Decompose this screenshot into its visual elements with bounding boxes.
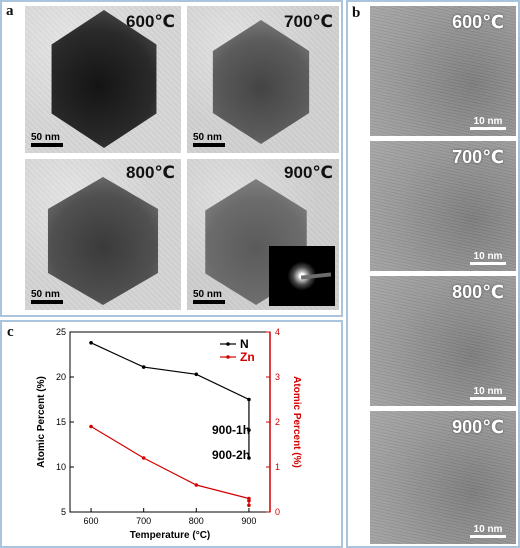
hrtem-temp-800: 800℃ <box>452 282 504 302</box>
scale-bar-800: 50 nm <box>31 288 63 304</box>
hrtem-scale-line-700 <box>470 262 506 265</box>
hrtem-scale-line-900 <box>470 535 506 538</box>
tem-image-800: 800℃ 50 nm <box>25 159 181 310</box>
temp-label-700: 700℃ <box>284 12 333 31</box>
scale-bar-600: 50 nm <box>31 131 63 147</box>
chart-axes: 600 700 800 900 5 10 15 20 25 0 1 2 3 4 <box>56 327 280 526</box>
scale-line-700 <box>193 143 225 147</box>
scale-text-600: 50 nm <box>31 132 60 143</box>
chart-labels: Temperature (°C) Atomic Percent (%) Atomic… <box>36 337 302 541</box>
scale-line-800 <box>31 300 63 304</box>
point-Zn-0 <box>89 424 93 429</box>
hrtem-scale-text-800: 10 nm <box>473 386 503 397</box>
panel-a-letter: a <box>6 3 14 19</box>
annotation-900-2h: 900-2h <box>212 448 250 462</box>
hrtem-image-600: 600℃ 10 nm <box>370 6 516 136</box>
point-Zn-1 <box>141 456 146 460</box>
x-tick-label-800: 800 <box>189 516 204 526</box>
x-tick-label-700: 700 <box>136 516 151 526</box>
point-N-2 <box>194 372 199 377</box>
legend-marker-N <box>226 342 230 346</box>
panel-a-frame: a 600℃ 50 nm 700℃ 50 nm 800℃ 50 nm 900℃ … <box>0 0 343 317</box>
yl-tick-label-25: 25 <box>56 327 66 337</box>
hrtem-temp-900: 900℃ <box>452 417 504 437</box>
temp-label-800: 800℃ <box>126 163 175 182</box>
hrtem-scale-text-700: 10 nm <box>473 251 503 262</box>
y-right-axis-label: Atomic Percent (%) <box>291 376 302 468</box>
yl-tick-label-5: 5 <box>61 507 66 517</box>
legend-label-Zn: Zn <box>240 350 255 364</box>
hrtem-scale-line-800 <box>470 397 506 400</box>
point-N-5 <box>247 456 251 460</box>
panel-b-letter: b <box>352 5 361 21</box>
series-line-Zn <box>90 425 250 506</box>
hrtem-temp-600: 600℃ <box>452 12 504 32</box>
point-N-3 <box>247 397 251 402</box>
temp-label-600: 600℃ <box>126 12 175 31</box>
hrtem-scale-800: 10 nm <box>470 385 506 400</box>
scale-bar-700: 50 nm <box>193 131 225 147</box>
y-left-axis-label: Atomic Percent (%) <box>36 376 47 468</box>
tem-image-600: 600℃ 50 nm <box>25 6 181 153</box>
legend-marker-Zn <box>226 355 230 359</box>
hrtem-scale-text-600: 10 nm <box>473 116 503 127</box>
hrtem-image-700: 700℃ 10 nm <box>370 141 516 271</box>
particle-700 <box>212 20 310 144</box>
scale-line-600 <box>31 143 63 147</box>
panel-c-frame: c 600 700 800 900 5 10 15 20 25 0 1 2 3 4 Temperature… <box>0 320 343 548</box>
hrtem-temp-700: 700℃ <box>452 147 504 167</box>
yr-tick-label-3: 3 <box>275 372 280 382</box>
atomic-percent-chart: 600 700 800 900 5 10 15 20 25 0 1 2 3 4 Temperature (… <box>36 327 302 541</box>
legend-label-N: N <box>240 337 249 351</box>
annotation-900-1h: 900-1h <box>212 423 250 437</box>
hrtem-scale-900: 10 nm <box>470 523 506 538</box>
point-Zn-4 <box>247 498 251 503</box>
scale-bar-900: 50 nm <box>193 288 225 304</box>
hrtem-scale-700: 10 nm <box>470 250 506 265</box>
point-Zn-5 <box>247 503 251 508</box>
yl-tick-label-10: 10 <box>56 462 66 472</box>
panel-c-letter: c <box>7 324 14 340</box>
scale-text-700: 50 nm <box>193 132 222 143</box>
hrtem-scale-line-600 <box>470 127 506 130</box>
yl-tick-label-15: 15 <box>56 417 66 427</box>
yr-tick-label-0: 0 <box>275 507 280 517</box>
hrtem-scale-text-900: 10 nm <box>473 524 503 535</box>
hrtem-image-900: 900℃ 10 nm <box>370 411 516 544</box>
yr-tick-label-2: 2 <box>275 417 280 427</box>
tem-image-900: 900℃ 50 nm <box>187 159 339 310</box>
scale-text-800: 50 nm <box>31 289 60 300</box>
chart-series <box>89 341 251 508</box>
scale-text-900: 50 nm <box>193 289 222 300</box>
x-tick-label-600: 600 <box>84 516 99 526</box>
point-N-0 <box>89 341 93 345</box>
saed-inset <box>269 246 335 306</box>
yl-tick-label-20: 20 <box>56 372 66 382</box>
yr-tick-label-4: 4 <box>275 327 280 337</box>
point-Zn-2 <box>194 483 199 487</box>
series-line-N <box>90 342 250 458</box>
scale-line-900 <box>193 300 225 304</box>
panel-b-frame: b 600℃ 10 nm 700℃ 10 nm 800℃ 10 nm 900℃ … <box>346 0 520 548</box>
x-axis-label: Temperature (°C) <box>130 530 211 541</box>
hrtem-scale-600: 10 nm <box>470 115 506 130</box>
x-tick-label-900: 900 <box>241 516 256 526</box>
particle-800 <box>47 177 159 305</box>
temp-label-900: 900℃ <box>284 163 333 182</box>
point-N-1 <box>141 365 146 369</box>
hrtem-image-800: 800℃ 10 nm <box>370 276 516 406</box>
yr-tick-label-1: 1 <box>275 462 280 472</box>
tem-image-700: 700℃ 50 nm <box>187 6 339 153</box>
point-N-4 <box>247 428 251 432</box>
